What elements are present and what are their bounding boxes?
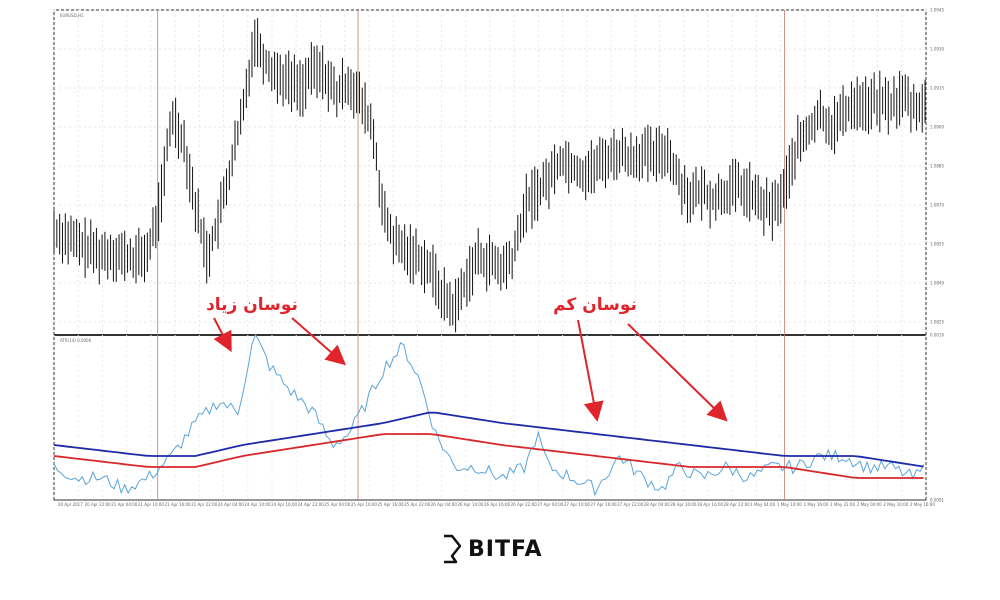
x-tick-label: 24 Apr 22:00 bbox=[298, 502, 325, 507]
x-tick-label: 21 Apr 16:00 bbox=[165, 502, 192, 507]
x-tick-label: 1 May 22:00 bbox=[830, 502, 855, 507]
x-tick-label: 28 Apr 10:00 bbox=[670, 502, 697, 507]
x-tick-label: 21 Apr 10:00 bbox=[138, 502, 165, 507]
x-tick-label: 26 Apr 10:00 bbox=[457, 502, 484, 507]
x-tick-label: 2 May 10:00 bbox=[883, 502, 908, 507]
x-tick-label: 28 Apr 16:00 bbox=[697, 502, 724, 507]
x-tick-label: 1 May 16:00 bbox=[804, 502, 829, 507]
x-tick-label: 24 Apr 16:00 bbox=[271, 502, 298, 507]
symbol-label: EURUSD,H1 bbox=[60, 13, 84, 18]
annotation-high-volatility: نوسان زیاد bbox=[206, 295, 298, 315]
price-tick-label: 1.0855 bbox=[930, 242, 944, 247]
session-lines bbox=[157, 10, 785, 500]
price-ticks: 1.0945 1.0930 1.0915 1.0900 1.0885 1.0870 1.08… bbox=[930, 8, 944, 325]
price-tick-label: 1.0915 bbox=[930, 86, 944, 91]
x-tick-label: 25 Apr 22:00 bbox=[404, 502, 431, 507]
annotation-low-volatility: نوسان کم bbox=[553, 295, 637, 315]
price-tick-label: 1.0825 bbox=[930, 320, 944, 325]
x-tick-label: 28 Apr 04:00 bbox=[644, 502, 671, 507]
price-tick-label: 1.0840 bbox=[930, 281, 944, 286]
x-tick-label: 2 May 04:00 bbox=[857, 502, 882, 507]
x-tick-label: 26 Apr 16:00 bbox=[484, 502, 511, 507]
x-tick-label: 25 Apr 10:00 bbox=[351, 502, 378, 507]
x-tick-label: 20 Apr 2017 bbox=[58, 502, 83, 507]
x-tick-label: 2 May 16:00 bbox=[910, 502, 935, 507]
x-tick-label: 24 Apr 04:00 bbox=[218, 502, 245, 507]
indicator-label: ATR(14) 0.0006 bbox=[60, 338, 92, 343]
price-tick-label: 1.0945 bbox=[930, 8, 944, 13]
x-tick-label: 28 Apr 22:00 bbox=[724, 502, 751, 507]
brand-name: BITFA bbox=[468, 537, 543, 562]
atr-tick-label: 0.0001 bbox=[930, 498, 944, 503]
x-tick-label: 24 Apr 10:00 bbox=[244, 502, 271, 507]
atr-series bbox=[53, 333, 925, 497]
atr-line-ma-slow bbox=[53, 411, 924, 468]
x-tick-label: 25 Apr 16:00 bbox=[378, 502, 405, 507]
atr-ticks: 0.0016 0.0001 bbox=[930, 333, 944, 503]
price-grid bbox=[53, 9, 927, 335]
price-tick-label: 1.0885 bbox=[930, 164, 944, 169]
arrow-low-2 bbox=[627, 323, 728, 422]
atr-line-ma-fast bbox=[53, 433, 924, 479]
x-tick-label: 27 Apr 10:00 bbox=[564, 502, 591, 507]
x-tick-label: 25 Apr 04:00 bbox=[324, 502, 351, 507]
x-tick-label: 26 Apr 22:00 bbox=[511, 502, 538, 507]
x-tick-label: 21 Apr 04:00 bbox=[111, 502, 138, 507]
atr-line-atr bbox=[53, 333, 925, 497]
x-ticks: 20 Apr 2017 20 Apr 22:00 21 Apr 04:00 21 Ap… bbox=[58, 502, 935, 507]
atr-tick-label: 0.0016 bbox=[930, 333, 944, 338]
price-tick-label: 1.0870 bbox=[930, 203, 944, 208]
bitfa-logo: BITFA bbox=[444, 534, 543, 564]
x-tick-label: 1 May 04:00 bbox=[750, 502, 775, 507]
price-tick-label: 1.0900 bbox=[930, 125, 944, 130]
price-tick-label: 1.0930 bbox=[930, 47, 944, 52]
x-tick-label: 20 Apr 22:00 bbox=[85, 502, 112, 507]
price-series bbox=[53, 17, 926, 333]
x-tick-label: 21 Apr 22:00 bbox=[191, 502, 218, 507]
arrow-high-2 bbox=[291, 317, 347, 366]
arrow-high-1 bbox=[213, 317, 232, 353]
x-tick-label: 26 Apr 04:00 bbox=[431, 502, 458, 507]
x-tick-label: 27 Apr 16:00 bbox=[591, 502, 618, 507]
x-tick-label: 27 Apr 22:00 bbox=[617, 502, 644, 507]
arrow-low-1 bbox=[577, 319, 604, 422]
x-tick-label: 1 May 10:00 bbox=[777, 502, 802, 507]
x-tick-label: 27 Apr 04:00 bbox=[537, 502, 564, 507]
bitfa-mark-icon bbox=[444, 534, 462, 564]
